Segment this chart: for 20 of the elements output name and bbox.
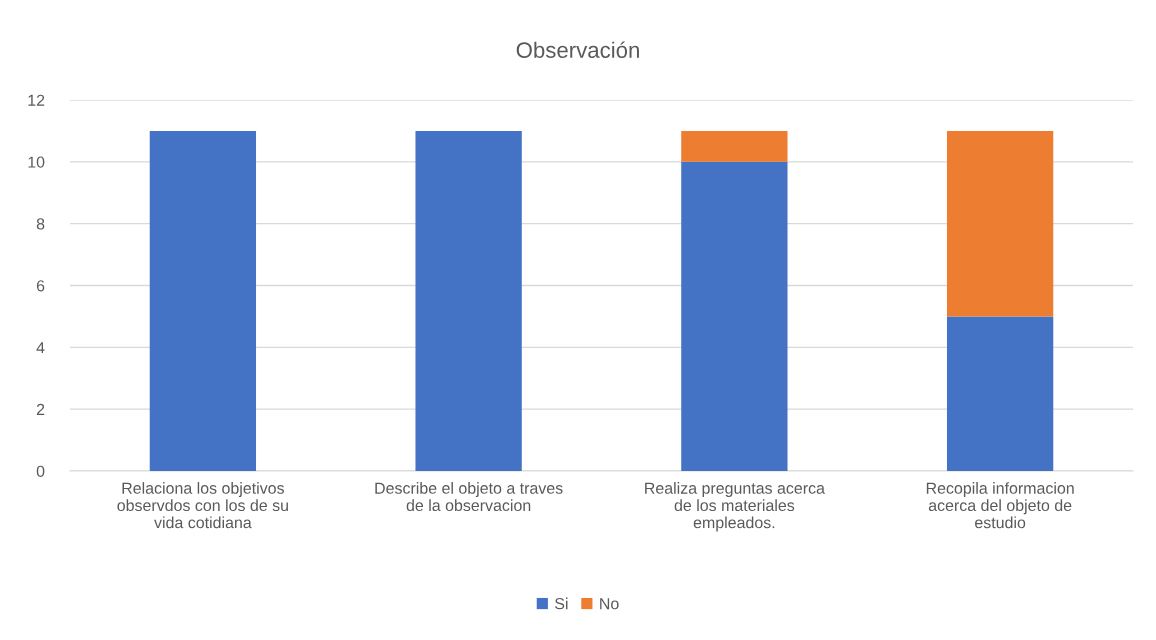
x-tick-label: Relaciona los objetivos observdos con los de su vida cotidiana xyxy=(117,482,288,529)
bar xyxy=(946,316,1054,471)
chart-title: Observación xyxy=(516,41,639,58)
y-tick-label: 10 xyxy=(28,156,45,168)
bar xyxy=(681,161,788,471)
y-tick-label: 6 xyxy=(36,280,45,292)
legend-label: No xyxy=(600,598,619,610)
y-tick-label: 4 xyxy=(36,342,45,354)
x-tick-label: Realiza preguntas acerca de los materiales empleados. xyxy=(645,482,825,532)
y-tick-label: 8 xyxy=(36,218,45,230)
x-tick-label: Recopila informacion acerca del objeto de estudio xyxy=(926,482,1074,529)
y-tick-label: 2 xyxy=(36,403,45,415)
bar xyxy=(681,130,788,162)
bar xyxy=(946,130,1054,317)
x-tick-label: Describe el objeto a traves de la observacion xyxy=(375,482,563,512)
y-tick-label: 12 xyxy=(28,94,45,106)
y-tick-label: 0 xyxy=(36,465,45,477)
legend-label: Si xyxy=(555,597,568,610)
bar xyxy=(149,130,257,471)
bar xyxy=(415,130,522,471)
